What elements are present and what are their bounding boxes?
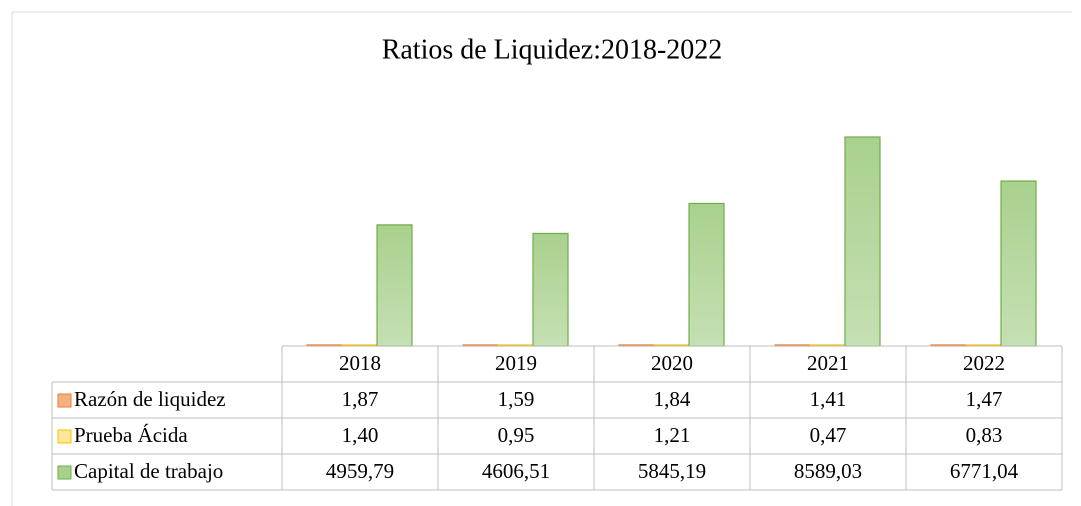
- legend-label: Razón de liquidez: [74, 387, 226, 411]
- bar: [844, 136, 881, 347]
- table-cell: 0,95: [498, 423, 535, 447]
- x-tick-label: 2022: [963, 351, 1005, 375]
- table-cell: 1,59: [498, 387, 535, 411]
- table-cell: 0,47: [810, 423, 847, 447]
- legend-label: Prueba Ácida: [74, 423, 188, 447]
- table-cell: 1,47: [966, 387, 1003, 411]
- table-cell: 1,40: [342, 423, 379, 447]
- legend-swatch: [57, 393, 72, 408]
- table-cell: 0,83: [966, 423, 1003, 447]
- table-cell: 4606,51: [482, 459, 550, 483]
- bar: [532, 232, 569, 347]
- bar: [688, 202, 725, 347]
- x-tick-label: 2019: [495, 351, 537, 375]
- legend-swatch: [57, 465, 72, 480]
- bar: [1000, 180, 1037, 347]
- table-cell: 1,41: [810, 387, 847, 411]
- table-cell: 5845,19: [638, 459, 706, 483]
- x-tick-label: 2018: [339, 351, 381, 375]
- table-cell: 6771,04: [950, 459, 1019, 483]
- table-cell: 8589,03: [794, 459, 862, 483]
- table-cell: 1,21: [654, 423, 691, 447]
- table-cell: 4959,79: [326, 459, 394, 483]
- table-cell: 1,87: [342, 387, 379, 411]
- chart-title: Ratios de Liquidez:2018-2022: [382, 34, 723, 65]
- legend-label: Capital de trabajo: [74, 459, 223, 483]
- bar: [376, 224, 413, 347]
- table-cell: 1,84: [654, 387, 691, 411]
- x-tick-label: 2021: [807, 351, 849, 375]
- legend-swatch: [57, 429, 72, 444]
- x-tick-label: 2020: [651, 351, 693, 375]
